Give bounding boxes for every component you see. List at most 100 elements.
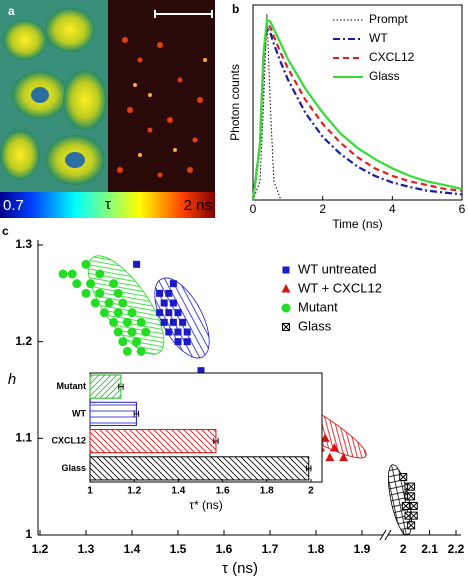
point: [409, 511, 418, 520]
point: [113, 308, 123, 318]
point: [409, 502, 418, 510]
point: [407, 521, 416, 530]
x-tick-label: 2: [319, 202, 326, 216]
bar: [89, 429, 217, 454]
y-tick-label: 1.1: [15, 431, 32, 445]
point: [156, 309, 164, 317]
point: [127, 327, 137, 337]
point: [183, 338, 191, 346]
colorbar-tick-label: 0.7: [3, 197, 24, 214]
x-tick-label: 2: [400, 542, 407, 556]
x-axis-label: τ (ns): [222, 560, 258, 577]
bar: [89, 456, 310, 481]
point: [81, 259, 91, 269]
panel-label: b: [232, 2, 239, 16]
point: [122, 317, 132, 327]
point: [118, 298, 128, 308]
y-tick-label: Glass: [61, 463, 86, 473]
axis-break: [379, 529, 392, 541]
panel-label: c: [2, 224, 9, 238]
x-tick-label: 1.6: [216, 542, 233, 556]
colorbar-label: τ: [105, 196, 111, 213]
x-tick-label: 1.7: [262, 542, 279, 556]
point: [169, 299, 177, 307]
error-bar: [118, 383, 124, 390]
point: [132, 337, 142, 347]
point: [183, 328, 191, 336]
point: [165, 328, 173, 336]
x-tick-label: 2: [308, 486, 314, 497]
bar: [89, 374, 122, 399]
x-tick-label: 1.4: [171, 486, 185, 497]
point: [339, 452, 349, 462]
point: [109, 279, 119, 289]
x-axis-label: τ* (ns): [189, 498, 222, 512]
legend-label: Glass: [369, 69, 400, 83]
y-tick-label: CXCL12: [51, 436, 86, 446]
point: [72, 279, 82, 289]
legend-label: Mutant: [298, 299, 338, 314]
point: [174, 338, 182, 346]
point: [156, 289, 164, 297]
point: [113, 327, 123, 337]
x-tick-label: 1: [87, 486, 93, 497]
point: [141, 327, 151, 337]
point: [113, 288, 123, 298]
point: [67, 269, 77, 279]
y-axis-label: Photon counts: [228, 64, 242, 141]
x-tick-label: 1.8: [308, 542, 325, 556]
point: [325, 452, 335, 462]
legend-label: Glass: [298, 318, 332, 333]
x-tick-label: 0: [250, 202, 257, 216]
point: [401, 502, 410, 510]
x-tick-label: 2.2: [448, 542, 465, 556]
plot-frame: [252, 4, 463, 201]
point: [160, 299, 168, 307]
point: [320, 433, 330, 442]
x-axis-label: Time (ns): [332, 217, 382, 231]
x-tick-label: 1.2: [127, 486, 141, 497]
point: [86, 279, 96, 289]
point: [122, 346, 132, 356]
micrograph: [0, 0, 215, 218]
error-bar: [306, 465, 312, 472]
x-tick-label: 1.9: [354, 542, 371, 556]
legend-label: WT: [369, 31, 388, 45]
point: [165, 289, 173, 297]
point: [81, 288, 91, 298]
panel-label: a: [8, 4, 15, 18]
point: [90, 298, 100, 308]
point: [58, 269, 68, 279]
point: [160, 318, 168, 326]
point: [109, 317, 119, 327]
legend-label: WT + CXCL12: [298, 280, 382, 295]
x-tick-label: 4: [389, 202, 396, 216]
x-tick-label: 1.4: [124, 542, 141, 556]
point: [127, 308, 137, 318]
point: [165, 309, 173, 317]
bar: [89, 401, 137, 426]
x-tick-label: 1.3: [78, 542, 95, 556]
line: [252, 14, 462, 201]
legend-label: CXCL12: [369, 50, 415, 64]
error-bar: [213, 438, 219, 445]
point: [136, 317, 146, 327]
point: [174, 328, 182, 336]
point: [174, 309, 182, 317]
point: [104, 298, 114, 308]
colorbar-tick-label: 2 ns: [184, 197, 212, 214]
y-tick-label: WT: [72, 408, 86, 418]
x-tick-label: 6: [459, 202, 466, 216]
point: [95, 288, 105, 298]
x-tick-label: 2.1: [421, 542, 438, 556]
y-tick-label: Mutant: [57, 381, 87, 391]
legend-marker: [281, 303, 291, 313]
y-axis-label: h: [8, 371, 16, 388]
error-bar: [133, 410, 140, 417]
x-tick-label: 1.5: [170, 542, 187, 556]
point: [136, 346, 146, 356]
legend-label: WT untreated: [298, 261, 377, 276]
y-tick-label: 1.2: [15, 334, 32, 348]
y-tick-label: 1: [25, 527, 32, 541]
